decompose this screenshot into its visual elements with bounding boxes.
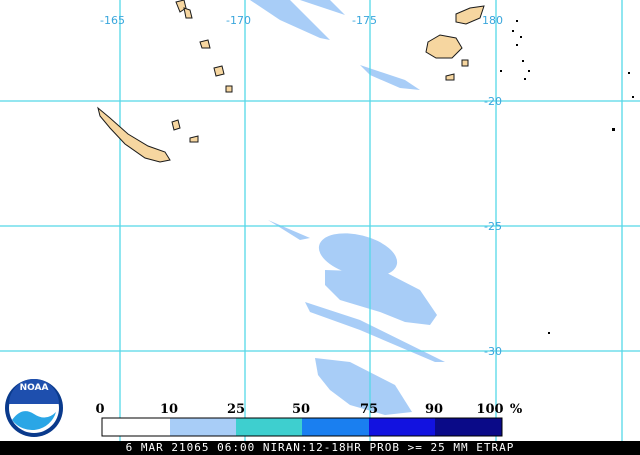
- latitude-labels: -20 -25 -30: [484, 95, 502, 358]
- vanuatu-island-2: [183, 7, 193, 19]
- legend-swatch-90-100: [435, 418, 502, 436]
- loyalty-island-1: [171, 119, 181, 131]
- footer-caption: 6 MAR 21065 06:00 NIRAN:12-18HR PROB >= …: [0, 441, 640, 455]
- rain-blob-2: [325, 270, 437, 325]
- legend-tick-90: 90: [425, 402, 443, 417]
- rain-swath-northeast: [360, 65, 420, 90]
- legend-tick-100: 100: [476, 402, 503, 417]
- legend-tick-25: 25: [227, 402, 245, 417]
- vanuatu-island-5: [225, 85, 233, 93]
- rain-swath-diagonal-2: [305, 302, 445, 362]
- lat-label-30: -30: [484, 345, 502, 358]
- vanuatu-island-4: [213, 65, 225, 77]
- new-caledonia: [97, 106, 171, 163]
- legend-unit: %: [510, 402, 523, 417]
- rain-blob-1: [318, 233, 398, 277]
- loyalty-island-2: [189, 135, 199, 143]
- noaa-logo-text: NOAA: [20, 383, 49, 393]
- legend-swatch-75-90: [369, 418, 435, 436]
- rain-swaths: [250, 0, 445, 415]
- legend-swatch-50-75: [302, 418, 369, 436]
- fiji-small-island: [445, 73, 455, 81]
- legend-tick-75: 75: [360, 402, 378, 417]
- legend-swatch-0-10: [102, 418, 170, 436]
- rain-swath-south: [315, 358, 412, 415]
- rain-swath-north: [250, 0, 330, 40]
- lat-label-20: -20: [484, 95, 502, 108]
- vanuatu-island-3: [199, 39, 211, 49]
- landmasses: [97, 0, 485, 163]
- small-islands: [500, 20, 634, 334]
- lon-label-180: 180: [482, 14, 503, 27]
- graticule: [0, 0, 640, 441]
- lon-label-165: -165: [100, 14, 125, 27]
- legend: 0 10 25 50 75 90 100 %: [95, 402, 523, 437]
- rain-swath-diagonal-1: [268, 220, 310, 240]
- legend-tick-10: 10: [160, 402, 178, 417]
- fiji-viti-levu: [425, 34, 463, 59]
- fiji-vanua-levu: [455, 5, 485, 25]
- rain-swath-north-2: [300, 0, 345, 15]
- lon-label-170: -170: [226, 14, 251, 27]
- legend-swatch-25-50: [236, 418, 302, 436]
- vanuatu-island-1: [175, 0, 187, 13]
- lat-label-25: -25: [484, 220, 502, 233]
- legend-swatch-10-25: [170, 418, 236, 436]
- legend-tick-50: 50: [292, 402, 310, 417]
- fiji-islet: [461, 59, 469, 67]
- noaa-logo: NOAA: [5, 379, 63, 437]
- legend-tick-0: 0: [95, 402, 104, 417]
- longitude-labels: -165 -170 -175 180: [100, 14, 503, 27]
- lon-label-175: -175: [352, 14, 377, 27]
